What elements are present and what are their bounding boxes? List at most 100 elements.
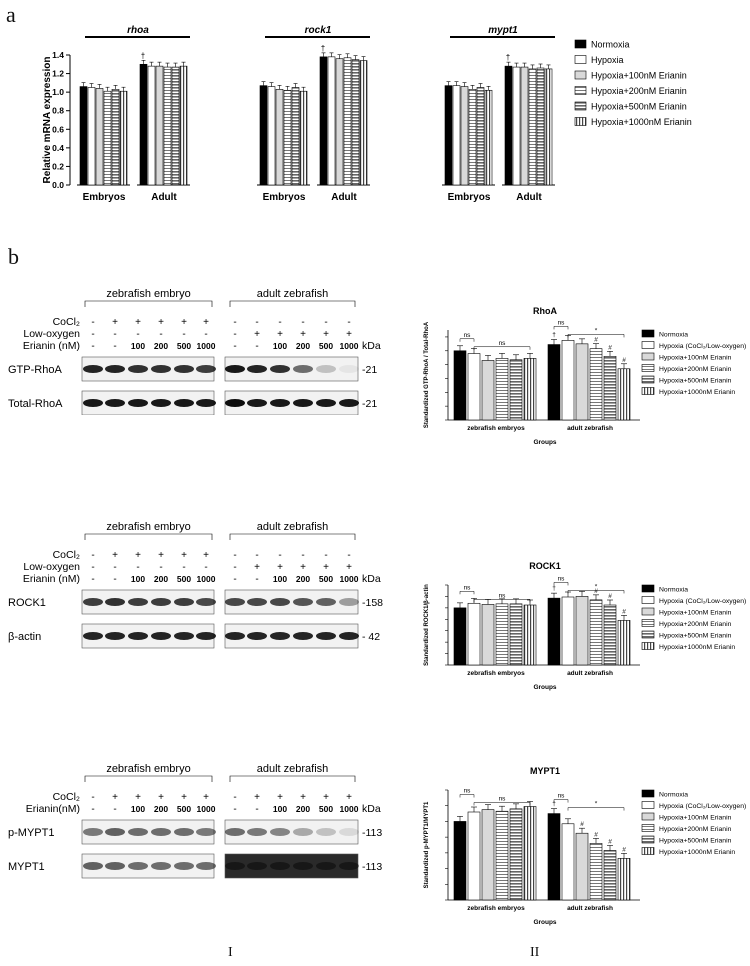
legend-swatch — [641, 341, 655, 349]
significance-bracket — [473, 599, 531, 603]
protein-band — [247, 598, 267, 606]
hash-mark: # — [580, 821, 584, 828]
protein-band — [196, 399, 216, 407]
significance-bracket — [553, 582, 569, 586]
protein-band — [270, 828, 290, 836]
bar — [528, 68, 537, 186]
treatment-value: - — [136, 562, 139, 573]
protein-band — [174, 365, 194, 373]
band-label: Total-RhoA — [8, 398, 63, 410]
treatment-value: 200 — [154, 804, 168, 814]
treatment-value: - — [113, 329, 116, 340]
protein-band — [151, 598, 171, 606]
protein-band — [83, 598, 103, 606]
legend-swatch — [574, 117, 587, 126]
dagger-mark: † — [552, 585, 556, 592]
treatment-value: + — [300, 562, 306, 573]
roman-label-right: II — [530, 945, 540, 960]
legend-label: Normoxia — [591, 40, 630, 50]
y-axis-label: Standardized ROCK1/β-actin — [424, 584, 430, 666]
legend-swatch — [641, 642, 655, 650]
treatment-value: 100 — [273, 574, 287, 584]
protein-band — [128, 862, 148, 870]
protein-band — [270, 632, 290, 640]
legend-swatch — [641, 375, 655, 384]
kda-label: kDa — [362, 340, 381, 352]
bar — [547, 597, 561, 666]
treatment-value: + — [254, 329, 260, 340]
treatment-value: + — [203, 792, 209, 803]
category-label: zebrafish embryos — [467, 905, 525, 912]
star-label: * — [595, 801, 598, 808]
bar — [589, 348, 603, 421]
bar — [319, 56, 328, 186]
protein-band — [105, 862, 125, 870]
membrane-adult — [224, 853, 359, 879]
ns-label: ns — [558, 575, 566, 582]
legend-label: Hypoxia+500nM Erianin — [591, 102, 687, 112]
treatment-value: - — [159, 329, 162, 340]
legend-swatch — [641, 801, 655, 809]
protein-band — [225, 632, 245, 640]
legend-swatch — [574, 101, 587, 111]
legend-swatch — [641, 824, 655, 832]
bar — [481, 360, 495, 421]
legend-label: Hypoxia (CoCl₂/Low-oxygen) — [659, 343, 746, 350]
protein-band — [105, 365, 125, 373]
group-bracket — [229, 300, 356, 307]
legend-swatch — [641, 387, 655, 395]
treatment-value: - — [347, 550, 350, 561]
treatment-value: 1000 — [340, 341, 359, 351]
band-label: GTP-RhoA — [8, 364, 62, 376]
treatment-label: Low-oxygen — [23, 328, 80, 340]
protein-band — [174, 598, 194, 606]
treatment-value: - — [233, 341, 236, 352]
bar — [267, 86, 276, 186]
protein-band — [174, 862, 194, 870]
protein-band — [339, 399, 359, 407]
treatment-value: + — [346, 329, 352, 340]
protein-band — [151, 365, 171, 373]
protein-band — [83, 365, 103, 373]
bar — [103, 90, 112, 186]
bar — [87, 87, 96, 186]
category-label: zebrafish embryos — [467, 670, 525, 677]
gene-title: rhoa — [127, 25, 149, 36]
treatment-value: 200 — [296, 804, 310, 814]
treatment-value: + — [181, 317, 187, 328]
chart-title: MYPT1 — [530, 766, 560, 776]
treatment-value: + — [135, 550, 141, 561]
protein-band — [247, 632, 267, 640]
legend-swatch — [641, 607, 655, 616]
legend-label: Normoxia — [659, 792, 688, 799]
protein-band — [247, 365, 267, 373]
embryo-group-title: zebrafish embryo — [106, 521, 190, 533]
protein-band — [196, 365, 216, 373]
chart-title: RhoA — [533, 306, 557, 316]
treatment-value: + — [346, 562, 352, 573]
y-tick-label: 1.2 — [52, 69, 64, 79]
treatment-value: - — [233, 550, 236, 561]
treatment-value: 500 — [319, 341, 333, 351]
treatment-value: 100 — [131, 804, 145, 814]
protein-band — [339, 862, 359, 870]
bar — [476, 87, 485, 186]
y-tick-label: 0.6 — [52, 124, 64, 134]
protein-band — [174, 399, 194, 407]
band-label: ROCK1 — [8, 597, 46, 609]
significance-bracket — [459, 794, 475, 798]
treatment-value: + — [277, 329, 283, 340]
treatment-value: - — [91, 574, 94, 585]
bar — [481, 604, 495, 666]
molecular-weight: -113 — [362, 861, 382, 873]
protein-band — [293, 598, 313, 606]
significance-bracket — [459, 338, 475, 342]
y-tick-label: 0.4 — [52, 143, 64, 153]
band-label: β-actin — [8, 631, 41, 643]
treatment-value: - — [324, 550, 327, 561]
x-axis-label: Groups — [533, 439, 556, 446]
bar — [495, 358, 509, 421]
protein-band — [247, 828, 267, 836]
